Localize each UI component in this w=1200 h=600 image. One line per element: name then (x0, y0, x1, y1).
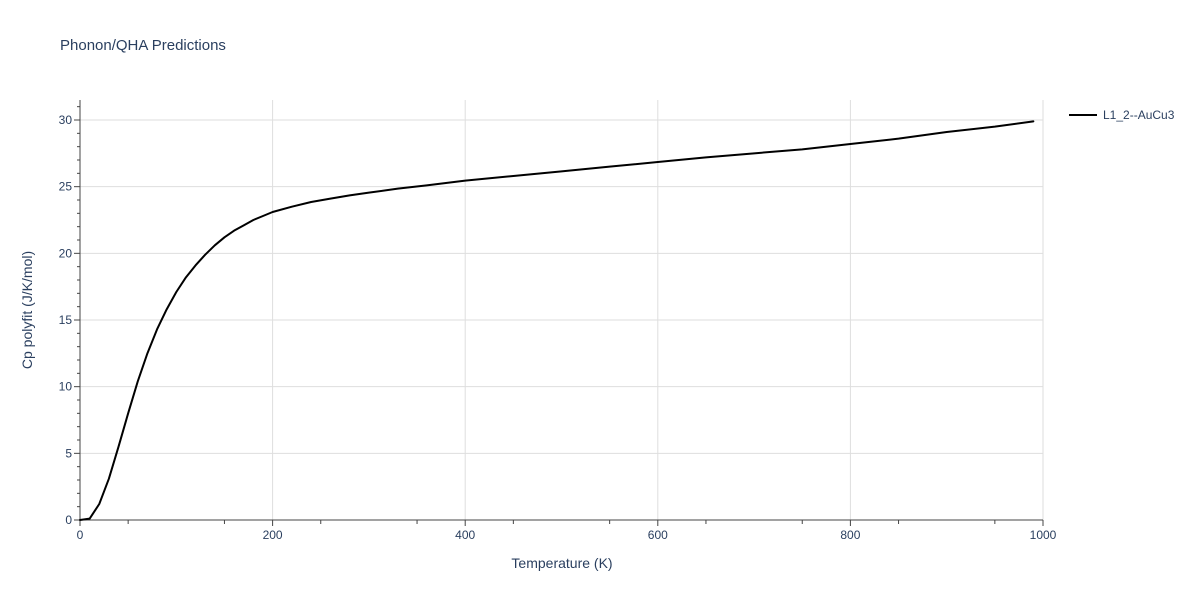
chart-title: Phonon/QHA Predictions (60, 37, 226, 54)
legend[interactable]: L1_2--AuCu3 (1069, 108, 1175, 122)
ticks-layer: 0 200 400 600 800 1000 0 5 10 15 20 25 30 (59, 106, 1057, 542)
y-tick-label-20: 20 (59, 246, 73, 260)
y-tick-label-5: 5 (65, 446, 72, 460)
x-tick-label-600: 600 (648, 528, 668, 542)
series-layer (79, 120, 1035, 521)
y-tick-label-30: 30 (59, 113, 73, 127)
y-tick-label-0: 0 (65, 513, 72, 527)
x-axis-title: Temperature (K) (511, 555, 612, 571)
x-tick-label-0: 0 (77, 528, 84, 542)
y-axis-title: Cp polyfit (J/K/mol) (19, 251, 35, 369)
legend-label: L1_2--AuCu3 (1103, 108, 1175, 122)
x-tick-label-1000: 1000 (1030, 528, 1057, 542)
x-tick-label-800: 800 (840, 528, 860, 542)
x-tick-label-200: 200 (263, 528, 283, 542)
series-line-0[interactable] (79, 120, 1035, 521)
axes-layer (79, 100, 1043, 521)
grid-layer (80, 100, 1044, 520)
x-tick-label-400: 400 (455, 528, 475, 542)
y-tick-label-10: 10 (59, 380, 73, 394)
y-tick-label-15: 15 (59, 313, 73, 327)
y-tick-label-25: 25 (59, 180, 73, 194)
